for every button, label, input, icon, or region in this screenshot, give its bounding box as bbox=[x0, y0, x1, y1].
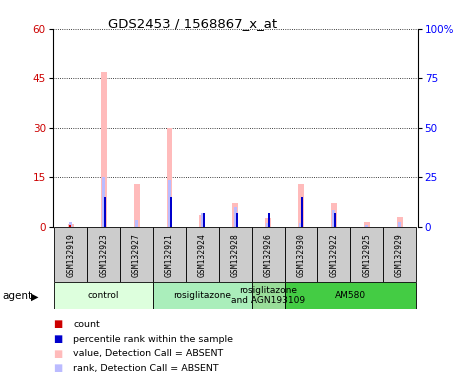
Bar bbox=[301, 197, 303, 227]
Bar bbox=[299, 223, 302, 227]
Text: ■: ■ bbox=[53, 363, 62, 373]
Bar bbox=[235, 214, 238, 227]
Bar bbox=[350, 227, 383, 282]
Bar bbox=[332, 210, 336, 227]
Text: GSM132922: GSM132922 bbox=[330, 233, 338, 278]
Bar bbox=[199, 215, 205, 227]
Text: ▶: ▶ bbox=[31, 291, 39, 301]
Text: GSM132924: GSM132924 bbox=[198, 233, 207, 278]
Bar bbox=[219, 227, 252, 282]
Bar bbox=[201, 214, 204, 227]
Bar bbox=[167, 127, 173, 227]
Bar bbox=[364, 222, 369, 227]
Bar bbox=[234, 207, 237, 227]
Bar bbox=[365, 225, 369, 227]
Text: GDS2453 / 1568867_x_at: GDS2453 / 1568867_x_at bbox=[108, 17, 277, 30]
Bar bbox=[252, 282, 285, 309]
Text: ■: ■ bbox=[53, 334, 62, 344]
Bar bbox=[285, 282, 416, 309]
Bar bbox=[55, 227, 87, 282]
Bar bbox=[398, 222, 401, 227]
Bar bbox=[87, 227, 120, 282]
Bar bbox=[153, 282, 252, 309]
Bar bbox=[120, 227, 153, 282]
Text: control: control bbox=[88, 291, 119, 300]
Bar bbox=[334, 214, 336, 227]
Bar bbox=[383, 227, 416, 282]
Text: rosiglitazone: rosiglitazone bbox=[174, 291, 231, 300]
Bar bbox=[397, 217, 403, 227]
Bar bbox=[232, 204, 238, 227]
Bar bbox=[331, 204, 337, 227]
Bar bbox=[186, 227, 219, 282]
Text: GSM132919: GSM132919 bbox=[67, 233, 75, 278]
Bar bbox=[69, 222, 73, 227]
Bar bbox=[153, 227, 186, 282]
Text: GSM132926: GSM132926 bbox=[263, 233, 273, 278]
Bar bbox=[168, 180, 171, 227]
Text: ■: ■ bbox=[53, 349, 62, 359]
Bar bbox=[135, 220, 138, 227]
Bar bbox=[298, 184, 304, 227]
Text: GSM132928: GSM132928 bbox=[231, 233, 240, 278]
Text: percentile rank within the sample: percentile rank within the sample bbox=[73, 334, 234, 344]
Bar bbox=[134, 184, 140, 227]
Bar bbox=[267, 223, 270, 227]
Text: ■: ■ bbox=[53, 319, 62, 329]
Text: rank, Detection Call = ABSENT: rank, Detection Call = ABSENT bbox=[73, 364, 219, 373]
Text: GSM132923: GSM132923 bbox=[99, 233, 108, 278]
Bar bbox=[285, 227, 318, 282]
Text: value, Detection Call = ABSENT: value, Detection Call = ABSENT bbox=[73, 349, 224, 358]
Bar bbox=[68, 224, 74, 227]
Bar bbox=[55, 282, 153, 309]
Bar bbox=[102, 177, 106, 227]
Text: count: count bbox=[73, 320, 100, 329]
Text: GSM132930: GSM132930 bbox=[297, 233, 306, 278]
Text: rosiglitazone
and AGN193109: rosiglitazone and AGN193109 bbox=[231, 286, 305, 305]
Bar bbox=[269, 214, 270, 227]
Bar bbox=[265, 218, 271, 227]
Text: GSM132929: GSM132929 bbox=[395, 233, 404, 278]
Text: GSM132921: GSM132921 bbox=[165, 233, 174, 278]
Bar bbox=[318, 227, 350, 282]
Text: AM580: AM580 bbox=[335, 291, 366, 300]
Bar bbox=[170, 197, 172, 227]
Bar bbox=[252, 227, 285, 282]
Bar bbox=[101, 72, 106, 227]
Bar bbox=[68, 225, 71, 227]
Text: GSM132927: GSM132927 bbox=[132, 233, 141, 278]
Text: agent: agent bbox=[2, 291, 33, 301]
Bar bbox=[104, 197, 106, 227]
Text: GSM132925: GSM132925 bbox=[362, 233, 371, 278]
Bar bbox=[203, 214, 205, 227]
